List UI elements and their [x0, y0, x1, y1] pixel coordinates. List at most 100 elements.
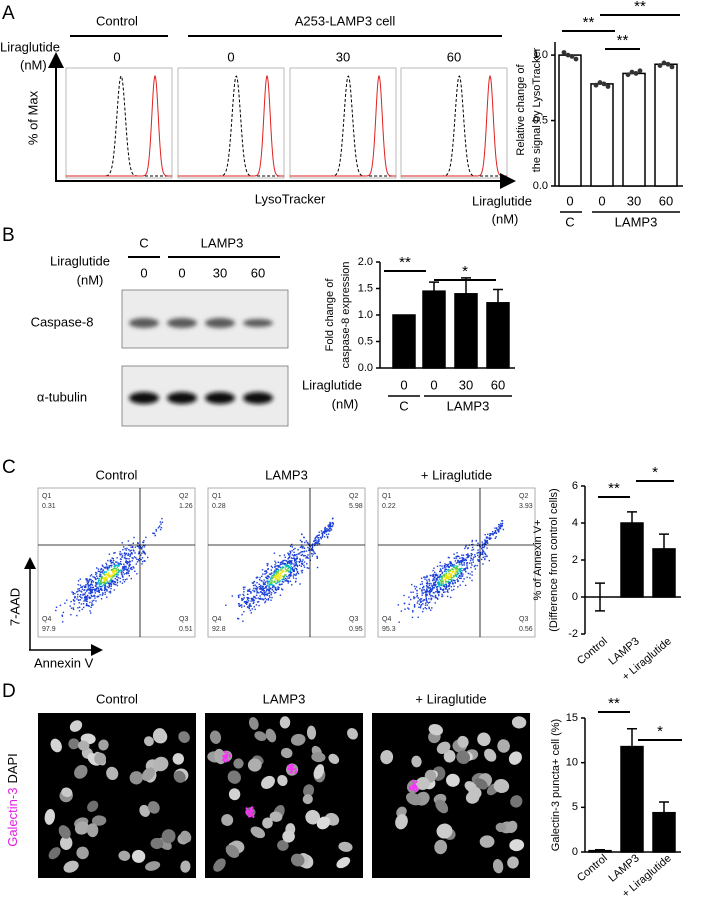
flow-dot	[123, 569, 125, 571]
flow-dot	[99, 570, 101, 573]
flow-dot	[452, 583, 454, 585]
flow-dot	[102, 577, 104, 580]
flow-dot	[279, 569, 282, 571]
flow-dot	[248, 590, 250, 592]
flow-dot	[428, 589, 431, 592]
treatment-label: Liraglutide	[50, 253, 110, 268]
flow-dot	[470, 566, 472, 569]
flow-dot	[485, 536, 488, 538]
flow-dot	[434, 575, 437, 577]
flow-dot	[100, 580, 102, 582]
flow-dot	[249, 588, 251, 590]
quadrant-value: 95.3	[382, 626, 396, 633]
flow-dot	[306, 541, 309, 544]
flow-dot	[450, 574, 452, 576]
flow-dot	[110, 587, 112, 590]
flow-dot	[326, 537, 329, 539]
flow-dot	[111, 564, 113, 567]
flow-dot	[482, 549, 484, 551]
flow-dot	[91, 595, 93, 598]
flow-dot	[448, 588, 450, 590]
flow-dot	[448, 584, 451, 586]
flow-dot	[398, 621, 400, 623]
flow-dot	[93, 588, 95, 590]
flow-dot	[112, 568, 114, 570]
flow-dot	[296, 569, 298, 571]
flow-dot	[329, 522, 332, 524]
flow-dot	[275, 573, 277, 575]
flow-dot	[450, 565, 452, 567]
flow-dot	[86, 598, 88, 601]
flow-dot	[291, 543, 293, 546]
flow-dot	[282, 576, 285, 579]
flow-dot	[474, 568, 477, 570]
flow-dot	[274, 578, 276, 580]
flow-dot	[270, 580, 272, 582]
flow-dot	[106, 590, 108, 592]
flow-dot	[426, 579, 428, 581]
flow-dot	[445, 588, 447, 590]
flow-dot	[256, 601, 259, 603]
flow-dot	[250, 597, 252, 600]
flow-dot	[64, 602, 66, 604]
flow-dot	[291, 568, 294, 570]
flow-dot	[291, 560, 293, 562]
flow-dot	[264, 570, 267, 572]
flow-dot	[431, 607, 433, 609]
flow-dot	[66, 599, 68, 601]
flow-dot	[326, 536, 329, 538]
flow-dot	[101, 594, 104, 596]
flow-dot	[425, 589, 428, 592]
flow-dot	[247, 601, 249, 604]
flow-dot	[120, 571, 122, 574]
x-tick-label: 60	[659, 193, 673, 208]
flow-dot	[295, 580, 297, 583]
image-title: + Liraglutide	[415, 691, 486, 706]
flow-dot	[81, 588, 84, 590]
nucleus	[479, 835, 495, 848]
flow-dot	[108, 565, 110, 567]
flow-dot	[70, 614, 72, 616]
nucleus	[406, 792, 421, 806]
galectin-puncta	[415, 780, 418, 784]
flow-dot	[486, 541, 488, 543]
flow-dot	[454, 582, 457, 584]
galectin-puncta	[294, 767, 297, 771]
flow-dot	[264, 573, 266, 575]
flow-dot	[426, 604, 429, 606]
flow-dot	[103, 572, 105, 574]
flow-dot	[448, 578, 450, 581]
galectin-puncta	[412, 785, 415, 788]
flow-dot	[270, 576, 272, 578]
flow-dot	[425, 599, 428, 601]
data-point	[593, 82, 599, 88]
flow-dot	[323, 531, 325, 533]
flow-dot	[460, 572, 463, 574]
nucleus	[443, 750, 456, 763]
flow-dot	[425, 593, 427, 596]
flow-dot	[113, 571, 115, 573]
flow-dot	[445, 571, 448, 573]
flow-dot	[121, 575, 123, 577]
flow-dot	[94, 590, 96, 592]
flow-dot	[128, 570, 130, 572]
treatment-label: (nM)	[77, 272, 104, 287]
flow-dot	[455, 570, 457, 572]
flow-dot	[440, 583, 443, 585]
flow-dot	[495, 527, 498, 530]
flow-dot	[428, 584, 431, 586]
y-tick-label: 2.0	[358, 256, 373, 268]
flow-dot	[451, 582, 454, 584]
flow-dot	[324, 530, 326, 532]
flow-dot	[482, 556, 484, 559]
flow-dot	[107, 569, 109, 571]
flow-dot	[311, 547, 313, 550]
flow-dot	[277, 588, 280, 590]
flow-dot	[142, 550, 145, 552]
blot-band	[243, 392, 273, 404]
flow-dot	[253, 595, 255, 598]
flow-dot	[282, 575, 284, 578]
flow-dot	[113, 583, 115, 585]
flow-dot	[433, 579, 436, 581]
x-axis-label: LysoTracker	[255, 191, 326, 206]
